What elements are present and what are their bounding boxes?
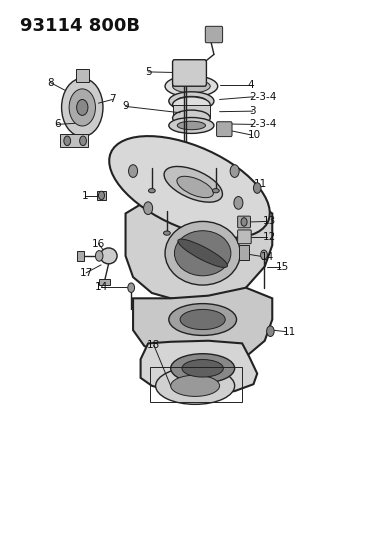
- Circle shape: [99, 191, 105, 200]
- Ellipse shape: [213, 189, 219, 193]
- Bar: [77, 251, 84, 261]
- Text: 7: 7: [109, 94, 115, 104]
- Circle shape: [144, 202, 153, 215]
- Text: 2-3-4: 2-3-4: [249, 92, 276, 102]
- Text: 11: 11: [254, 179, 267, 189]
- Ellipse shape: [169, 92, 214, 110]
- Ellipse shape: [96, 251, 103, 261]
- Polygon shape: [141, 341, 257, 394]
- Bar: [239, 245, 249, 260]
- Text: 93114 800B: 93114 800B: [20, 17, 140, 35]
- Ellipse shape: [171, 354, 235, 383]
- Ellipse shape: [171, 375, 219, 397]
- Text: 3: 3: [249, 106, 255, 116]
- Text: 1: 1: [81, 191, 88, 201]
- Circle shape: [254, 183, 261, 193]
- Polygon shape: [133, 288, 272, 362]
- Circle shape: [241, 217, 247, 226]
- Text: 8: 8: [47, 77, 53, 87]
- Circle shape: [64, 136, 70, 146]
- Text: 12: 12: [263, 232, 276, 242]
- Ellipse shape: [149, 189, 155, 193]
- Ellipse shape: [169, 304, 236, 335]
- Circle shape: [128, 165, 138, 177]
- Text: 5: 5: [145, 67, 152, 77]
- Text: 15: 15: [276, 262, 289, 271]
- Ellipse shape: [172, 79, 210, 93]
- Bar: [97, 191, 106, 200]
- Text: 6: 6: [54, 119, 60, 130]
- Text: 9: 9: [122, 101, 129, 111]
- Circle shape: [61, 78, 103, 136]
- Bar: [75, 69, 89, 82]
- Bar: [99, 279, 111, 285]
- Text: 2-3-4: 2-3-4: [249, 119, 276, 130]
- Ellipse shape: [156, 367, 235, 405]
- Text: 13: 13: [263, 216, 276, 227]
- FancyBboxPatch shape: [216, 122, 232, 136]
- Ellipse shape: [164, 231, 170, 235]
- Bar: [172, 105, 210, 118]
- FancyBboxPatch shape: [172, 60, 207, 86]
- Polygon shape: [60, 134, 88, 147]
- Ellipse shape: [178, 239, 227, 268]
- Circle shape: [266, 326, 274, 336]
- Circle shape: [230, 165, 239, 177]
- Ellipse shape: [165, 221, 240, 285]
- Text: 18: 18: [147, 340, 160, 350]
- Ellipse shape: [172, 97, 210, 113]
- Text: 14: 14: [261, 252, 274, 262]
- Ellipse shape: [177, 176, 213, 198]
- Ellipse shape: [100, 248, 117, 264]
- Circle shape: [128, 283, 135, 293]
- Ellipse shape: [176, 96, 207, 106]
- Text: 17: 17: [80, 268, 92, 278]
- Text: 10: 10: [248, 130, 261, 140]
- Ellipse shape: [172, 110, 210, 126]
- Circle shape: [69, 89, 96, 126]
- Polygon shape: [125, 195, 272, 304]
- FancyBboxPatch shape: [238, 230, 251, 244]
- FancyBboxPatch shape: [238, 216, 251, 228]
- Ellipse shape: [164, 166, 222, 202]
- Circle shape: [234, 197, 243, 209]
- Ellipse shape: [182, 360, 223, 377]
- Text: 4: 4: [248, 79, 254, 90]
- FancyBboxPatch shape: [205, 26, 222, 43]
- Circle shape: [77, 100, 88, 115]
- Text: 14: 14: [94, 281, 108, 292]
- Bar: [150, 367, 242, 402]
- Ellipse shape: [177, 121, 205, 130]
- Ellipse shape: [180, 310, 225, 329]
- Ellipse shape: [169, 117, 214, 133]
- Text: 16: 16: [92, 239, 105, 249]
- Ellipse shape: [174, 231, 231, 276]
- Text: 11: 11: [283, 327, 296, 337]
- Polygon shape: [109, 136, 270, 238]
- Circle shape: [261, 250, 267, 260]
- Circle shape: [80, 136, 86, 146]
- Ellipse shape: [165, 76, 218, 97]
